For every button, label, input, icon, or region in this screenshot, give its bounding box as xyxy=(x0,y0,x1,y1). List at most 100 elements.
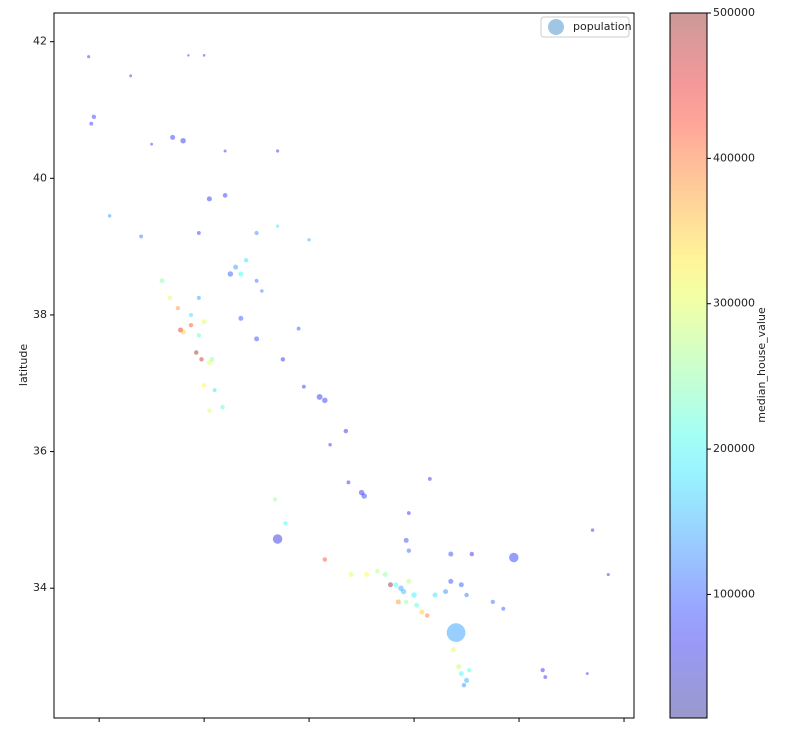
y-tick-label: 42 xyxy=(33,35,47,48)
point xyxy=(448,551,454,557)
colorbar-tick-label: 200000 xyxy=(713,442,755,455)
point xyxy=(446,623,466,642)
point xyxy=(398,585,404,591)
point xyxy=(464,592,469,598)
point xyxy=(456,664,462,670)
colorbar-tick-label: 100000 xyxy=(713,587,755,600)
point xyxy=(170,134,176,140)
point xyxy=(364,572,370,578)
point xyxy=(322,557,328,562)
point xyxy=(272,497,278,502)
point xyxy=(387,582,393,588)
colorbar-tick-label: 400000 xyxy=(713,151,755,164)
point xyxy=(227,271,234,277)
point xyxy=(150,142,154,146)
point xyxy=(91,114,97,120)
points xyxy=(87,54,610,688)
point xyxy=(403,537,409,543)
point xyxy=(606,572,610,577)
point xyxy=(220,404,225,410)
point xyxy=(450,647,456,653)
point xyxy=(382,572,388,578)
point xyxy=(254,336,260,342)
point xyxy=(343,428,349,434)
point xyxy=(461,682,467,688)
legend-marker xyxy=(548,19,564,35)
point xyxy=(276,149,280,153)
point xyxy=(139,234,144,239)
point xyxy=(206,196,212,202)
point xyxy=(464,677,470,683)
point xyxy=(358,489,365,496)
point xyxy=(411,592,417,598)
point xyxy=(490,599,495,604)
point xyxy=(509,552,519,563)
point xyxy=(260,289,264,293)
point xyxy=(89,121,94,126)
point xyxy=(202,54,206,57)
point xyxy=(238,271,244,277)
point xyxy=(316,393,323,400)
point xyxy=(276,224,280,228)
colorbar xyxy=(670,13,707,718)
point xyxy=(585,672,589,676)
point xyxy=(403,599,409,605)
point xyxy=(540,668,545,673)
point xyxy=(280,357,286,362)
point xyxy=(180,138,186,144)
point xyxy=(207,408,212,413)
y-tick-label: 34 xyxy=(33,581,47,594)
point xyxy=(458,671,464,677)
point xyxy=(243,258,249,263)
point xyxy=(346,480,351,485)
point xyxy=(233,264,239,270)
point xyxy=(501,606,506,611)
point xyxy=(196,333,202,338)
point xyxy=(206,360,212,366)
point xyxy=(209,357,215,362)
y-tick-label: 38 xyxy=(33,308,47,321)
point xyxy=(424,613,430,618)
point xyxy=(201,383,207,388)
point xyxy=(167,295,173,301)
point xyxy=(443,589,449,595)
point xyxy=(188,312,194,318)
point xyxy=(406,578,412,584)
point xyxy=(466,667,472,673)
point xyxy=(222,193,228,198)
point xyxy=(406,548,412,553)
point xyxy=(296,326,301,331)
point xyxy=(254,278,259,283)
point xyxy=(395,599,401,605)
point xyxy=(590,528,595,532)
point xyxy=(469,551,475,557)
point xyxy=(223,149,227,153)
point xyxy=(322,397,328,404)
legend: population xyxy=(540,16,632,38)
point xyxy=(301,384,306,389)
point xyxy=(432,592,438,598)
point xyxy=(199,357,204,362)
point xyxy=(414,602,420,608)
point xyxy=(196,231,201,235)
point xyxy=(201,319,207,325)
point xyxy=(159,278,165,284)
point xyxy=(400,588,407,595)
y-tick-label: 40 xyxy=(33,171,47,184)
point xyxy=(180,329,186,335)
point xyxy=(328,443,332,447)
point xyxy=(283,521,288,526)
point xyxy=(254,230,259,236)
colorbar-tick-label: 300000 xyxy=(713,297,755,310)
point xyxy=(175,305,180,311)
legend-label: population xyxy=(573,20,632,33)
point xyxy=(87,55,91,59)
point xyxy=(194,350,199,355)
point xyxy=(196,295,201,300)
point xyxy=(543,675,548,679)
point xyxy=(427,476,432,481)
y-tick-label: 36 xyxy=(33,445,47,458)
point xyxy=(272,534,283,544)
